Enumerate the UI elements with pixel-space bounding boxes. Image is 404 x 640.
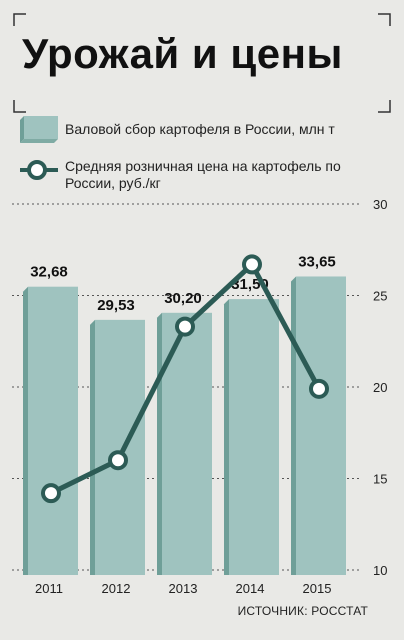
x-tick-label: 2014 [236,581,265,596]
bar [95,319,145,575]
x-tick-label: 2012 [102,581,131,596]
y-tick-label: 25 [373,289,387,304]
source-note: ИСТОЧНИК: РОССТАТ [237,604,368,618]
bar-value-label: 30,20 [164,290,202,307]
bar [296,276,346,575]
bar-side [224,299,229,575]
legend-line-swatch [20,160,58,180]
price-point [41,483,61,504]
y-tick-label: 30 [373,197,387,212]
legend-bar-swatch [20,116,58,143]
x-tick-label: 2011 [35,581,63,596]
bar-side [157,312,162,575]
bar-value-label: 29,53 [97,297,135,314]
bar [229,299,279,575]
x-tick-label: 2013 [169,581,198,596]
legend-bars-label: Валовой сбор картофеля в России, млн т [65,121,335,137]
price-line-group [41,254,329,504]
chart-title: Урожай и цены [22,30,343,77]
bar-side [90,319,95,575]
price-point [242,254,262,275]
y-axis-ticks: 10 15 20 25 30 [373,197,387,578]
title-frame [13,13,391,113]
y-tick-label: 15 [373,472,387,487]
bar-side [23,286,28,575]
legend-line-label: Средняя розничная цена на картофель по Р… [65,158,341,191]
bar-side [291,276,296,575]
price-point [175,316,195,337]
bar [28,286,78,575]
x-axis-labels: 2011 2012 2013 2014 2015 [35,581,331,596]
y-tick-label: 20 [373,380,387,395]
y-tick-label: 10 [373,563,387,578]
price-point [309,378,329,399]
bar-value-label: 33,65 [298,253,336,270]
price-point [108,450,128,471]
x-tick-label: 2015 [303,581,332,596]
bar-value-label: 32,68 [30,264,68,281]
